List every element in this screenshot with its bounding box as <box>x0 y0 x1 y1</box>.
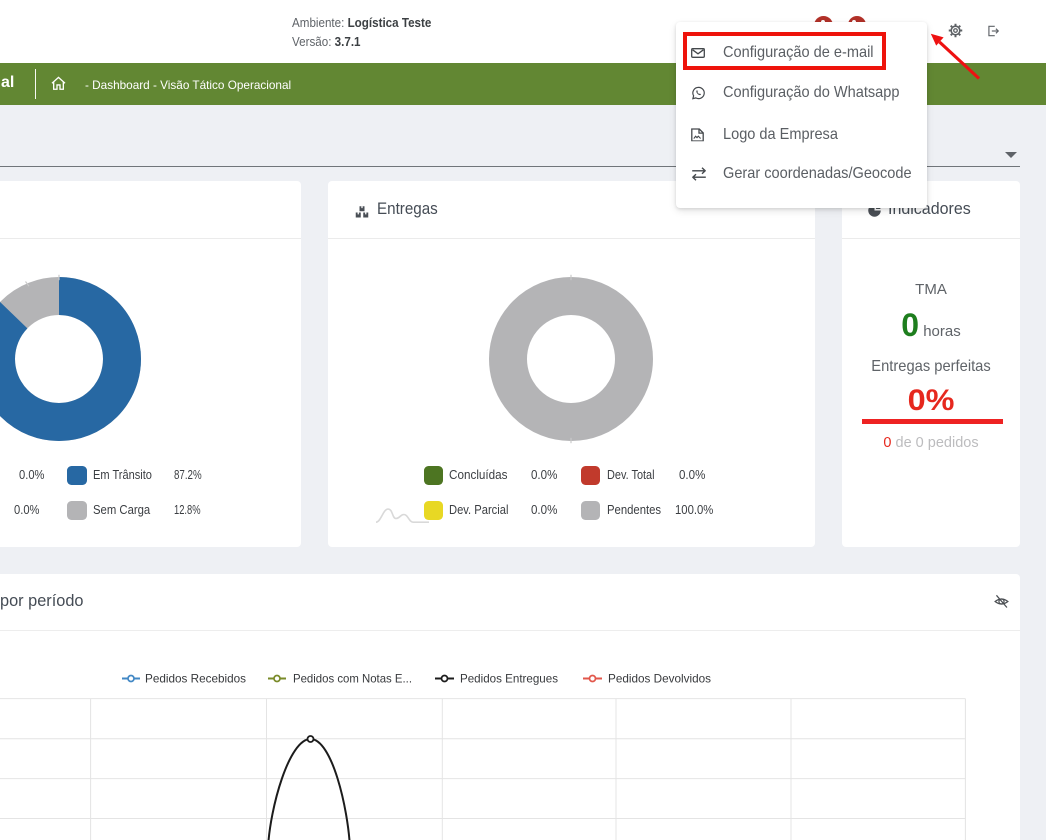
svg-text:Pedidos Entregues: Pedidos Entregues <box>460 672 558 686</box>
svg-text:Pedidos com Notas E...: Pedidos com Notas E... <box>293 672 412 686</box>
svg-text:Pedidos Recebidos: Pedidos Recebidos <box>145 672 246 686</box>
svg-text:Pedidos Devolvidos: Pedidos Devolvidos <box>608 672 711 686</box>
